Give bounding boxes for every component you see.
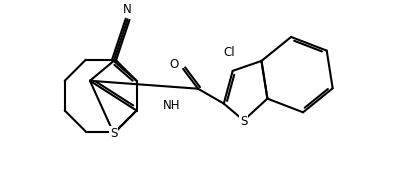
Text: S: S: [110, 127, 117, 140]
Text: S: S: [240, 115, 247, 128]
Text: N: N: [123, 3, 132, 16]
Text: NH: NH: [162, 99, 180, 112]
Text: Cl: Cl: [223, 46, 234, 59]
Text: O: O: [169, 58, 178, 71]
